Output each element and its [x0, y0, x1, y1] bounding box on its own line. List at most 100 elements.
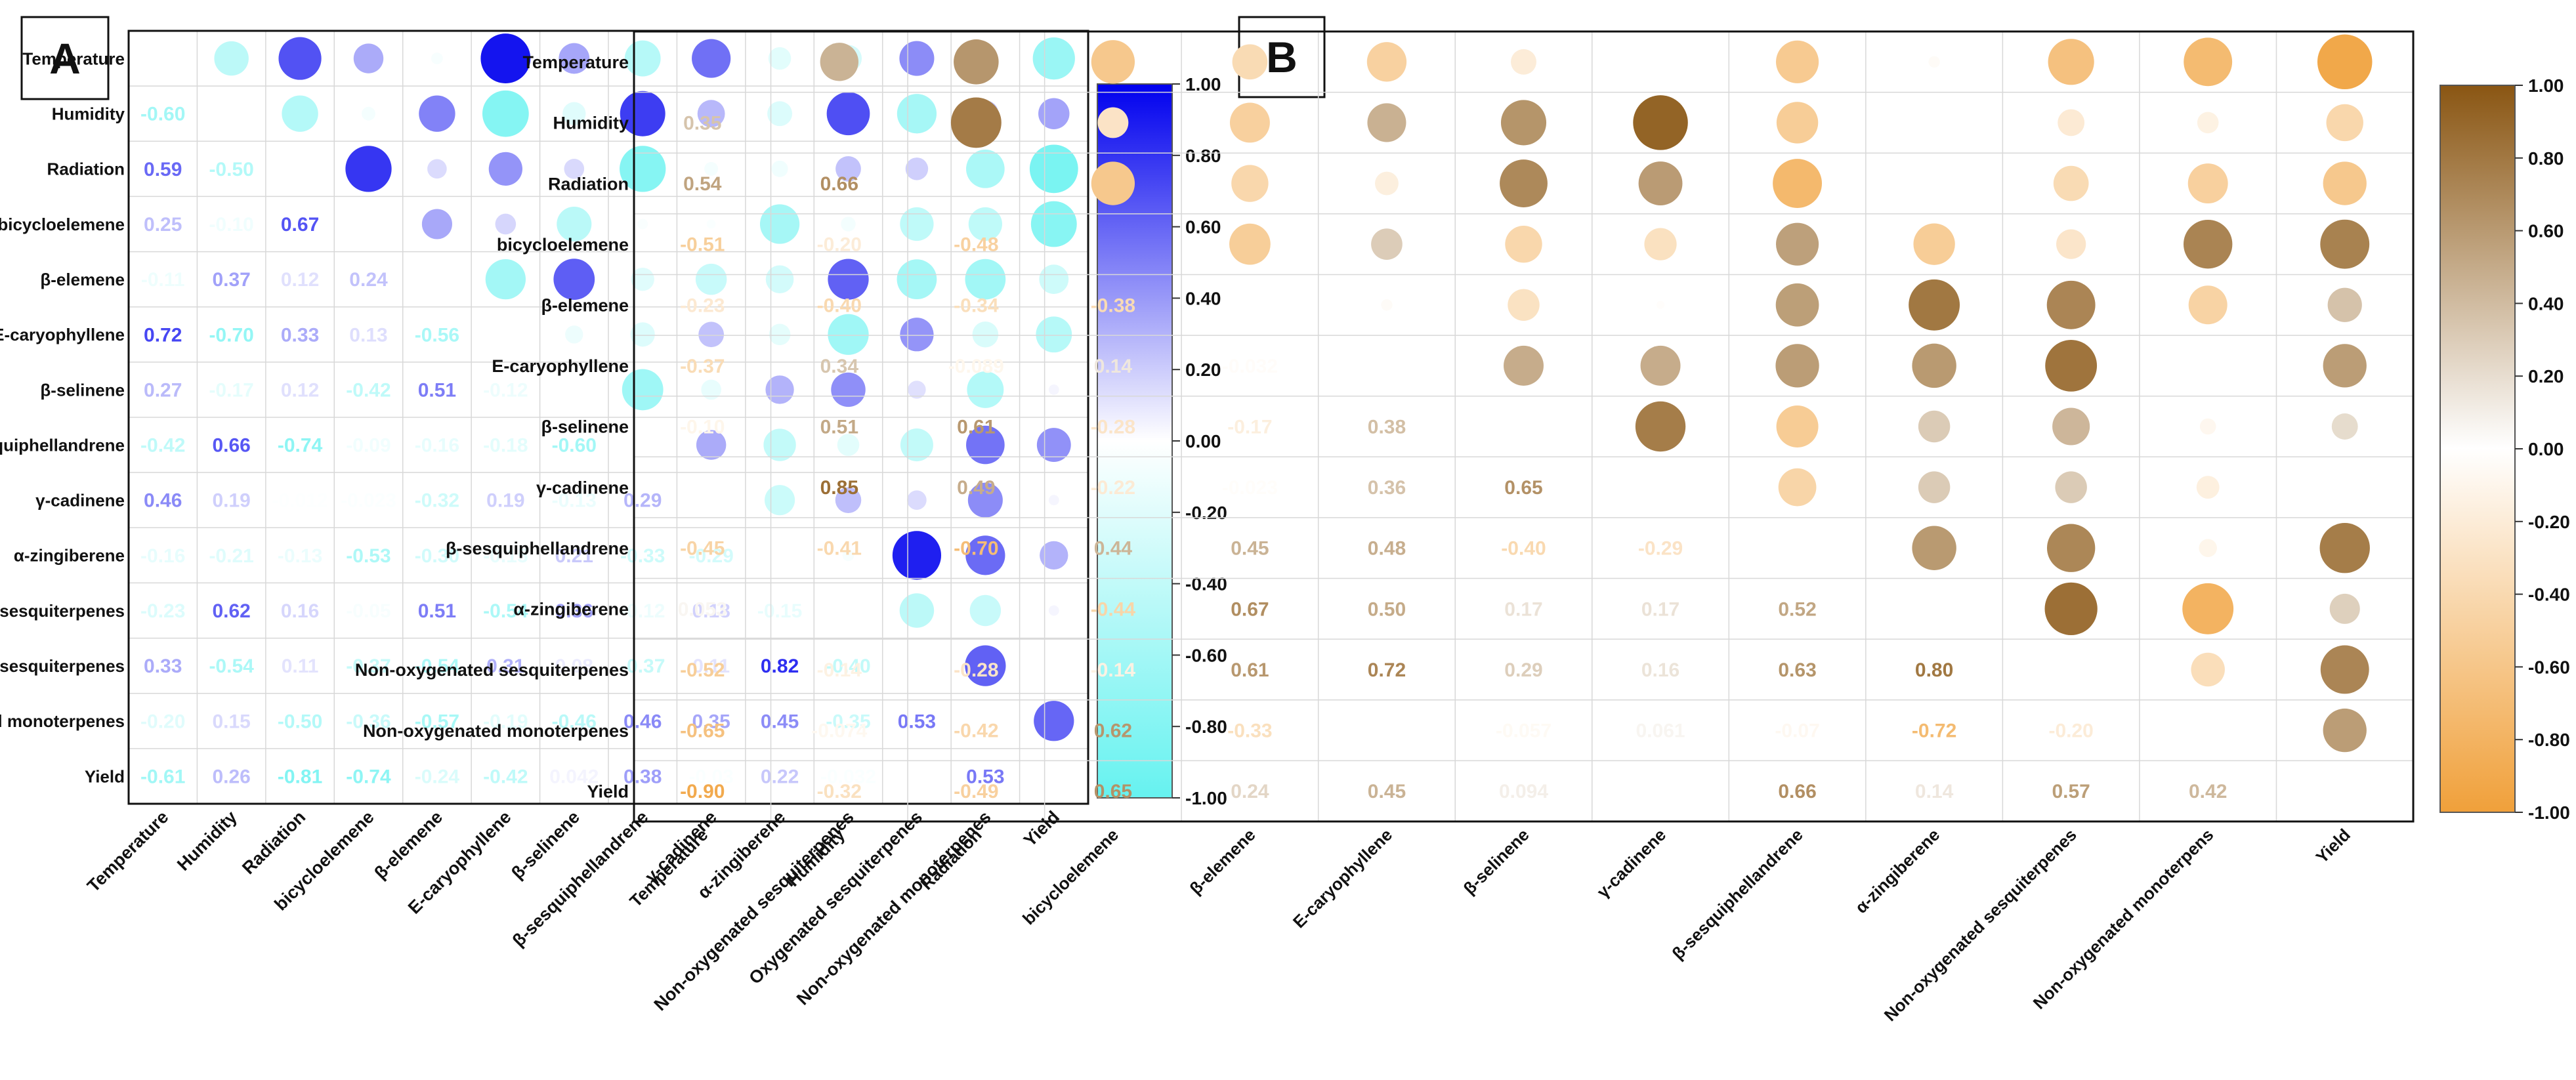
correlation-value: 0.80 — [1915, 659, 1953, 681]
correlation-circle — [2323, 344, 2367, 388]
correlation-value: -0.14 — [817, 659, 862, 681]
correlation-circle — [704, 161, 719, 176]
correlation-value: -0.34 — [954, 295, 999, 316]
correlation-value: -0.074 — [811, 720, 867, 742]
correlation-value: 0.19 — [486, 490, 524, 512]
correlation-circle — [2046, 524, 2096, 572]
correlation-circle — [763, 428, 796, 461]
correlation-circle — [620, 91, 665, 136]
correlation-circle — [835, 156, 861, 182]
colorbar-tick-label: -0.60 — [1185, 645, 1227, 665]
correlation-circle — [765, 485, 795, 516]
correlation-value: -0.023 — [341, 490, 396, 512]
correlation-value: -0.13 — [278, 545, 322, 567]
colorbar-tick-label: 1.00 — [1185, 74, 1221, 94]
correlation-circle — [835, 487, 862, 513]
correlation-value: -0.032 — [1222, 356, 1278, 377]
column-label: α-zingiberene — [1851, 825, 1944, 917]
row-label: β-selinene — [40, 380, 125, 400]
correlation-circle — [899, 41, 935, 76]
correlation-circle — [2320, 645, 2369, 694]
correlation-value: -0.54 — [415, 655, 460, 677]
correlation-circle — [2184, 219, 2233, 269]
correlation-value: -0.32 — [415, 490, 459, 512]
correlation-circle — [1232, 44, 1268, 80]
correlation-value: 0.24 — [1231, 781, 1269, 802]
colorbar-tick-label: -0.40 — [1185, 574, 1227, 594]
correlation-value: -0.30 — [415, 545, 459, 567]
row-labels-a: Temperature Humidity Radiation bicycloeleme… — [0, 49, 125, 786]
correlation-circle — [966, 425, 1005, 465]
correlation-value: 0.16 — [281, 600, 319, 622]
correlation-value: -0.15 — [483, 545, 528, 567]
correlation-circle — [905, 157, 929, 180]
correlation-value: 0.51 — [418, 600, 456, 622]
correlation-value: -0.54 — [209, 655, 254, 677]
correlation-circle — [1500, 159, 1548, 207]
correlation-value: -0.61 — [140, 766, 185, 787]
correlation-value: -0.56 — [415, 324, 459, 346]
correlation-value: -0.09 — [346, 435, 391, 457]
correlation-circle — [1776, 222, 1819, 266]
correlation-circle — [841, 217, 856, 232]
column-label: E-caryophyllene — [1289, 825, 1396, 932]
correlation-value: 0.66 — [820, 173, 858, 195]
correlation-circle — [631, 267, 654, 291]
correlation-value: -0.51 — [680, 234, 725, 256]
correlation-value: -0.16 — [140, 545, 185, 567]
correlation-value: -0.42 — [346, 379, 391, 401]
correlation-value: -0.33 — [1227, 720, 1272, 742]
row-label: γ-cadinene — [536, 478, 629, 497]
row-label: Radiation — [548, 174, 629, 194]
correlation-circle — [767, 101, 793, 127]
correlation-circle — [630, 322, 655, 347]
correlation-circle — [2187, 163, 2228, 204]
correlation-circle — [1776, 405, 1819, 447]
correlation-circle — [2048, 39, 2094, 85]
correlation-value: 0.16 — [1641, 659, 1679, 681]
correlation-value: 0.82 — [761, 655, 799, 677]
correlation-circle — [2182, 583, 2234, 634]
correlation-grid-a — [127, 30, 1089, 805]
correlation-circle — [419, 95, 455, 132]
correlation-value: 0.42 — [2189, 781, 2227, 802]
correlation-circle — [965, 645, 1006, 686]
correlation-circle — [1381, 299, 1393, 311]
correlation-circle — [2055, 471, 2087, 503]
correlation-value: -0.28 — [954, 659, 998, 681]
correlation-value: 0.45 — [1231, 538, 1269, 560]
correlation-circle — [1229, 102, 1270, 143]
correlation-value: 0.54 — [683, 173, 722, 195]
correlation-value: 0.042 — [549, 766, 599, 787]
correlation-circle — [892, 531, 942, 580]
correlation-circle — [769, 323, 791, 346]
correlation-circle — [965, 259, 1006, 300]
correlation-value: 0.053 — [678, 598, 727, 620]
correlation-circle — [1511, 49, 1536, 75]
correlation-circle — [2191, 652, 2225, 687]
correlation-circle — [1036, 428, 1071, 463]
correlation-value: -0.24 — [415, 766, 460, 787]
correlation-value: 0.27 — [144, 379, 182, 401]
correlation-circle — [562, 102, 586, 125]
correlation-circle — [759, 204, 800, 244]
correlation-circle — [1371, 228, 1403, 260]
correlation-value: 0.22 — [761, 766, 799, 787]
correlation-circle — [282, 95, 318, 132]
correlation-circle — [1778, 468, 1817, 507]
correlation-value: -0.21 — [209, 545, 253, 567]
correlation-value: -0.03 — [688, 766, 733, 787]
row-label: γ-cadinene — [35, 491, 125, 510]
correlation-circle — [692, 39, 731, 78]
correlation-value: 0.66 — [1778, 781, 1816, 802]
correlation-value: -0.42 — [483, 766, 528, 787]
correlation-value: -0.28 — [1091, 417, 1135, 438]
correlation-value: 0.38 — [1368, 417, 1406, 438]
correlation-circle — [1030, 201, 1077, 247]
correlation-circle — [696, 430, 727, 460]
correlation-value: 0.46 — [623, 711, 662, 732]
panel-a-label-box — [20, 16, 110, 100]
correlation-circle — [637, 218, 648, 230]
correlation-value: -0.012 — [272, 490, 328, 512]
correlation-value: 0.21 — [555, 545, 593, 567]
